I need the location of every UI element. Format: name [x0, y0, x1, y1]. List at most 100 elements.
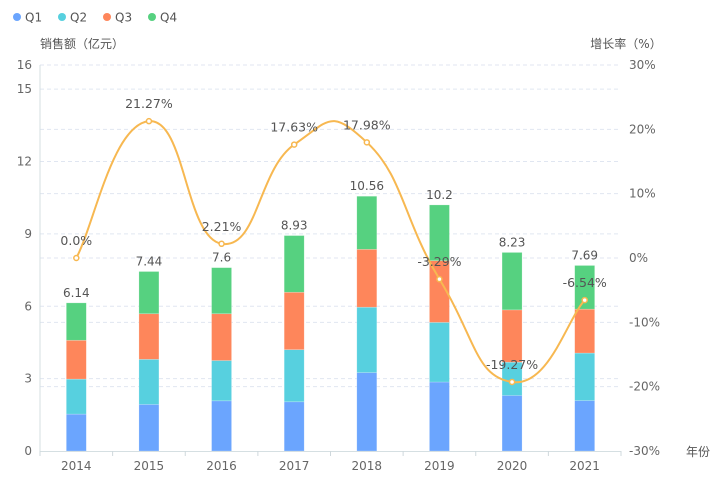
y-tick-label: 3 — [24, 372, 32, 386]
bar-q1 — [211, 400, 232, 452]
legend-label-q3: Q3 — [115, 11, 132, 25]
growth-label-2015: 21.27% — [125, 96, 173, 111]
bar-q4 — [501, 252, 523, 311]
y2-axis-ticks: -30% -20% -10% 0% 10% 20% 30% — [629, 58, 660, 458]
bars — [66, 195, 595, 452]
total-label-2015: 7.44 — [136, 255, 163, 269]
bar-stack-2017 — [283, 235, 305, 452]
x-axis-title: 年份 — [686, 445, 710, 459]
x-tick-label: 2014 — [61, 459, 92, 473]
bar-stack-2019 — [429, 204, 450, 452]
bar-q4 — [66, 302, 87, 341]
growth-point-2019 — [436, 275, 443, 283]
growth-point-2014 — [73, 254, 80, 262]
legend-marker-q2 — [58, 13, 66, 21]
growth-label-2021: -6.54% — [563, 275, 607, 290]
growth-label-2019: -3.29% — [417, 254, 461, 269]
y-axis-ticks: 0 3 6 9 12 15 16 — [17, 58, 32, 458]
y-tick-label: 6 — [24, 299, 32, 313]
legend-marker-q3 — [103, 13, 111, 21]
y-axis-title: 销售额（亿元） — [40, 36, 124, 51]
bar-q2 — [429, 322, 450, 383]
bar-stack-2018 — [356, 195, 378, 452]
bar-stack-2014 — [66, 302, 87, 452]
bar-q1 — [429, 381, 450, 452]
bar-q2 — [211, 360, 232, 402]
growth-line — [73, 117, 588, 386]
bar-q3 — [138, 313, 160, 360]
x-tick-label: 2021 — [569, 459, 600, 473]
bar-q4 — [356, 195, 378, 250]
legend-item-q1: Q1 — [13, 11, 42, 25]
legend: Q1 Q2 Q3 Q4 — [13, 11, 177, 25]
bar-stack-2021 — [574, 265, 595, 452]
x-tick-label: 2020 — [497, 459, 528, 473]
bar-q1 — [356, 372, 378, 452]
bar-q1 — [283, 401, 305, 452]
y2-tick-label: -30% — [629, 444, 660, 458]
growth-point-2020 — [508, 378, 516, 386]
total-label-2020: 8.23 — [499, 235, 526, 249]
bar-q3 — [283, 291, 305, 350]
y2-tick-label: 10% — [629, 187, 656, 201]
total-label-2018: 10.56 — [350, 179, 384, 193]
gridlines — [39, 64, 621, 451]
bar-q2 — [138, 359, 160, 405]
y-tick-label: 0 — [24, 444, 32, 458]
bar-q2 — [356, 306, 378, 373]
total-label-2014: 6.14 — [63, 286, 90, 300]
growth-label-2018: 17.98% — [343, 117, 391, 132]
bar-q4 — [138, 271, 160, 315]
growth-point-2018 — [363, 139, 371, 146]
bar-q3 — [66, 339, 87, 380]
bar-q1 — [501, 395, 523, 452]
growth-point-2017 — [290, 141, 298, 148]
growth-point-2015 — [145, 117, 153, 125]
x-tick-label: 2018 — [352, 459, 383, 473]
legend-label-q4: Q4 — [160, 11, 177, 25]
bar-q4 — [574, 265, 595, 310]
legend-marker-q4 — [148, 13, 156, 21]
bar-q3 — [501, 309, 523, 363]
legend-label-q2: Q2 — [70, 11, 87, 25]
growth-label-2016: 2.21% — [202, 219, 242, 234]
bar-q4 — [429, 204, 450, 261]
legend-item-q2: Q2 — [58, 11, 87, 25]
bar-q3 — [356, 249, 378, 308]
y2-tick-label: 30% — [629, 58, 656, 72]
y-tick-label: 9 — [24, 227, 32, 241]
y2-tick-label: -10% — [629, 315, 660, 329]
y2-tick-label: 20% — [629, 122, 656, 136]
bar-q1 — [138, 404, 160, 452]
growth-point-2016 — [218, 240, 225, 248]
legend-label-q1: Q1 — [25, 11, 42, 25]
y-tick-label: 15 — [17, 82, 32, 96]
bar-q2 — [283, 349, 305, 403]
bar-stack-2015 — [138, 271, 160, 452]
bar-q2 — [574, 352, 595, 401]
bar-q4 — [283, 235, 305, 293]
data-labels: 6.14 7.44 7.6 8.93 10.56 10.2 8.23 7.69 0.0% 21.2… — [60, 96, 606, 372]
growth-point-2021 — [581, 296, 588, 304]
y2-axis-title: 增长率（%） — [590, 36, 661, 51]
bar-q1 — [66, 413, 87, 452]
y2-tick-label: 0% — [629, 251, 648, 265]
bar-q3 — [211, 313, 232, 361]
growth-label-2014: 0.0% — [60, 233, 92, 248]
total-label-2019: 10.2 — [426, 188, 453, 202]
bar-stack-2020 — [501, 252, 523, 452]
x-tick-label: 2019 — [424, 459, 455, 473]
y2-tick-label: -20% — [629, 380, 660, 394]
x-axis: 2014 2015 2016 2017 2018 2019 2020 2021 — [39, 451, 622, 473]
total-label-2016: 7.6 — [212, 251, 231, 265]
bar-q1 — [574, 400, 595, 452]
legend-item-q4: Q4 — [148, 11, 177, 25]
y-tick-label: 16 — [17, 58, 32, 72]
bar-stack-2016 — [211, 267, 232, 452]
growth-label-2020: -19.27% — [486, 357, 538, 372]
x-tick-label: 2017 — [279, 459, 310, 473]
total-label-2021: 7.69 — [571, 248, 598, 262]
bar-q4 — [211, 267, 232, 315]
bar-q2 — [66, 378, 87, 415]
